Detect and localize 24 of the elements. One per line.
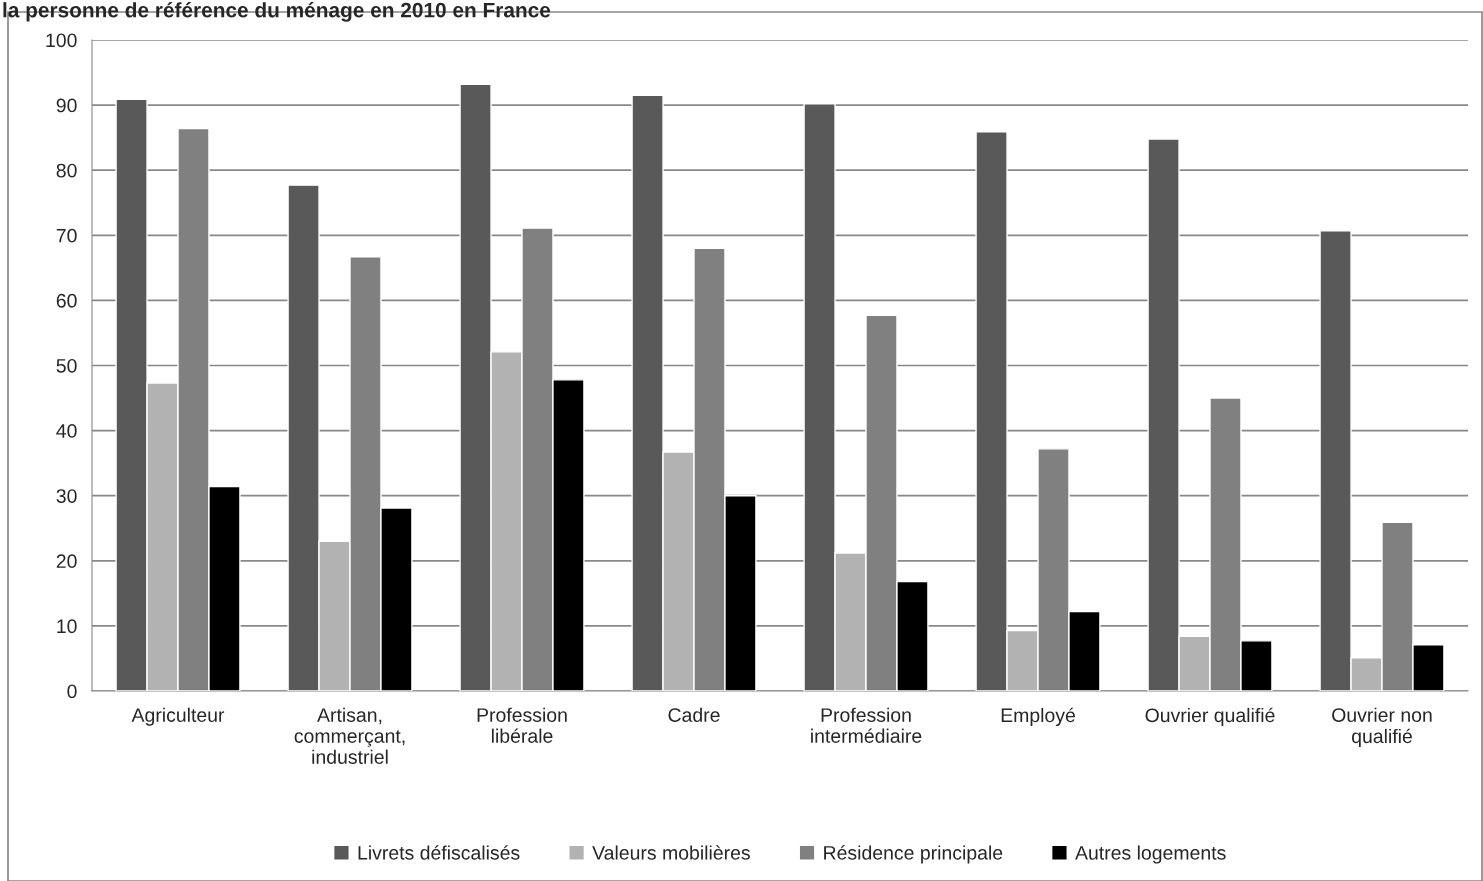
x-tick-label: Profession libérale [477,707,567,743]
y-tick-label: 40 [56,424,77,438]
y-tick-label: 50 [56,358,77,373]
y-tick-label: 90 [56,98,77,113]
x-tick-label: Agriculteur [131,707,225,726]
y-tick-label: 60 [56,293,77,308]
x-tick-label: Ouvrier qualifié [1145,707,1275,727]
x-tick-label: Profession intermédiaire [811,707,922,743]
x-tick-label: Cadre [668,707,720,722]
legend-label: Autres logements [1075,845,1226,864]
legend-label: Livrets défiscalisés [358,845,520,860]
y-tick-label: 80 [56,163,77,178]
y-tick-label: 0 [67,684,77,699]
chart-title: la personne de référence du ménage en 2010 en France [3,2,551,22]
y-tick-label: 100 [46,33,77,48]
y-tick-label: 10 [57,619,77,634]
legend-label: Résidence principale [824,845,1003,864]
x-tick-label: Artisan, commerçant, industriel [294,707,405,764]
legend-label: Valeurs mobilières [592,845,750,860]
x-tick-label: Ouvrier non qualifié [1332,707,1432,748]
y-tick-label: 20 [56,554,77,569]
x-tick-label: Employé [1001,707,1075,727]
y-tick-label: 70 [56,228,77,243]
y-tick-label: 30 [56,489,77,503]
